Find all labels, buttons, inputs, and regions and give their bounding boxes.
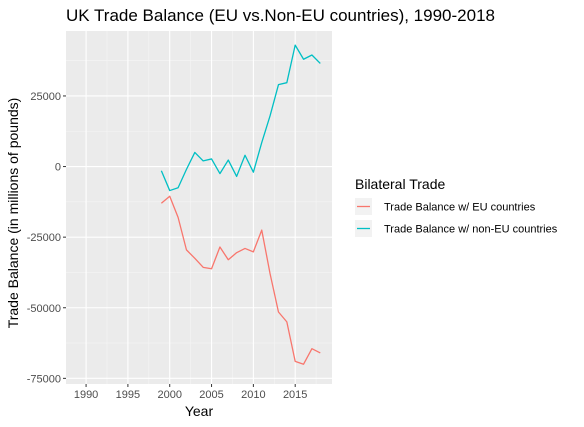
- y-tick-label: -50000: [27, 303, 61, 315]
- x-axis-ticks: 1990 1995 2000 2005 2010 2015: [74, 384, 307, 401]
- gridlines: [66, 31, 332, 384]
- x-tick-label: 2010: [241, 389, 265, 401]
- x-tick-label: 1990: [74, 389, 98, 401]
- y-tick-label: -75000: [27, 373, 61, 385]
- x-tick-label: 1995: [116, 389, 140, 401]
- x-axis-title: Year: [185, 403, 214, 419]
- legend-title: Bilateral Trade: [355, 176, 445, 192]
- legend: Bilateral Trade Trade Balance w/ EU coun…: [355, 176, 558, 237]
- x-tick-label: 2005: [199, 389, 223, 401]
- series-lines: [160, 44, 321, 365]
- legend-label-2: Trade Balance w/ non-EU countries: [384, 224, 558, 236]
- y-tick-label: -25000: [27, 232, 61, 244]
- y-tick-label: 0: [55, 162, 61, 174]
- y-axis-title: Trade Balance (in millions of pounds): [5, 98, 21, 329]
- x-tick-label: 2000: [157, 389, 181, 401]
- chart-title: UK Trade Balance (EU vs.Non-EU countries…: [66, 6, 495, 25]
- series-line-1: [160, 195, 321, 365]
- x-tick-label: 2015: [283, 389, 307, 401]
- series-line-2: [160, 44, 321, 192]
- plot-panel: [66, 31, 332, 384]
- legend-label-1: Trade Balance w/ EU countries: [384, 202, 536, 214]
- y-tick-label: 25000: [30, 91, 61, 103]
- y-axis-ticks: -75000 -50000 -25000 0 25000: [27, 91, 66, 385]
